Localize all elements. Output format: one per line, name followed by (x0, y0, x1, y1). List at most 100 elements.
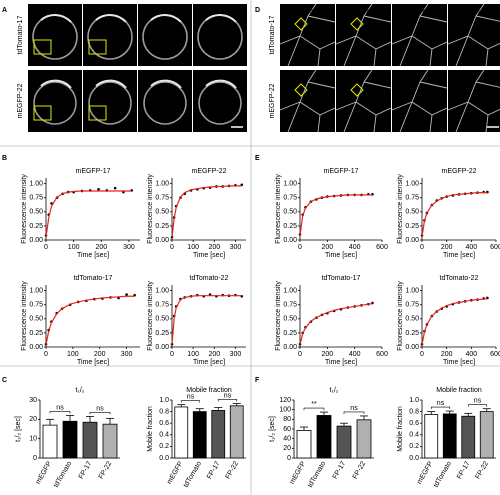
y-tick-label: 0.75 (155, 302, 169, 309)
filaments (447, 3, 500, 67)
y-tick-label: 1.0 (409, 397, 419, 404)
chart-title: mEGFP-22 (191, 168, 226, 175)
x-axis-label: Time [sec] (325, 359, 357, 366)
bleach-roi (88, 105, 107, 121)
column-header: Pre-bleach (291, 8, 325, 15)
y-tick-label: 0.25 (29, 330, 43, 337)
y-axis-label: Fluorescence intensity (21, 174, 28, 244)
x-tick-label: 100 (187, 351, 199, 358)
y-tick-label: 60 (283, 426, 291, 433)
comparison-bracket (49, 411, 71, 414)
bleach-roi (350, 17, 364, 31)
x-tick-label: 100 (187, 244, 199, 251)
y-tick-label: 0.75 (29, 302, 43, 309)
y-tick-label: 0.50 (29, 209, 43, 216)
x-tick-label: 200 (321, 351, 333, 358)
chart-title: mEGFP-17 (75, 168, 110, 175)
x-tick-label: 200 (94, 351, 106, 358)
y-tick-label: 20 (29, 416, 37, 423)
y-axis-label: Mobile fraction (147, 406, 154, 452)
panel-label: F (255, 377, 260, 384)
cell-bright (40, 79, 72, 89)
filaments (279, 3, 336, 67)
x-tick-label: 300 (230, 351, 242, 358)
cell-outline (33, 81, 77, 125)
x-tick-label: 0 (420, 351, 424, 358)
bleach-roi (33, 39, 52, 55)
y-tick-label: 0.00 (155, 344, 169, 351)
column-header: 527 sec (463, 8, 488, 15)
comparison-bracket (430, 406, 451, 410)
fit-line (421, 192, 488, 237)
x-axis-label: Time [sec] (193, 252, 225, 259)
x-tick-label: 0 (44, 244, 48, 251)
y-axis-label: Fluorescence intensity (397, 174, 404, 244)
bleach-roi (33, 105, 52, 121)
comparison-bracket (467, 404, 488, 407)
x-tick-label: 600 (376, 244, 388, 251)
comparison-bracket (343, 411, 365, 414)
chart-title: t₁/₂ (330, 387, 339, 394)
x-axis-label: Time [sec] (443, 359, 475, 366)
fit-line (299, 303, 373, 345)
y-tick-label: 0.4 (159, 432, 169, 439)
bar (211, 410, 226, 459)
significance-label: ns (56, 404, 64, 411)
y-tick-label: 100 (279, 407, 291, 414)
x-axis-label: Time [sec] (193, 359, 225, 366)
column-header: Bleach (99, 8, 121, 15)
panel-label: E (255, 155, 260, 162)
y-tick-label: 0.50 (283, 316, 297, 323)
cell-bright (95, 14, 127, 23)
bar (42, 424, 58, 459)
bar (192, 411, 207, 459)
y-tick-label: 0.25 (405, 223, 419, 230)
column-header: 250 sec (208, 8, 233, 15)
x-tick-label: 300 (123, 244, 135, 251)
cell-outline (198, 81, 242, 125)
x-tick-label: 200 (321, 244, 333, 251)
bar (62, 420, 78, 459)
x-axis-label: Time [sec] (325, 252, 357, 259)
y-tick-label: 1.00 (405, 287, 419, 294)
y-tick-label: 0.0 (159, 455, 169, 462)
chart-title: tdTomato-22 (440, 275, 479, 282)
y-tick-label: 0.50 (405, 209, 419, 216)
y-tick-label: 0.00 (155, 237, 169, 244)
cell-bright (205, 79, 237, 89)
significance-label: ns (187, 393, 195, 400)
micrograph (448, 70, 500, 132)
micrograph (448, 4, 500, 66)
y-tick-label: 0.75 (283, 195, 297, 202)
chart-title: t₁/₂ (76, 387, 85, 394)
y-tick-label: 0.75 (155, 195, 169, 202)
micrograph (280, 70, 335, 132)
y-tick-label: 0 (33, 455, 37, 462)
y-tick-label: 0.50 (155, 316, 169, 323)
bleach-roi (88, 39, 107, 55)
bar (479, 411, 494, 459)
x-tick-label: 200 (441, 244, 453, 251)
y-tick-label: 0.25 (283, 223, 297, 230)
bar (356, 419, 372, 459)
y-axis-label: t₁/₂ [sec] (15, 416, 22, 442)
micrograph (392, 70, 447, 132)
x-tick-label: 200 (95, 244, 107, 251)
data-point (97, 187, 100, 191)
y-tick-label: 0.00 (283, 344, 297, 351)
bar (316, 415, 332, 459)
y-tick-label: 0.4 (409, 432, 419, 439)
chart-title: mEGFP-22 (441, 168, 476, 175)
fit-line (45, 295, 135, 345)
x-tick-label: 0 (298, 244, 302, 251)
y-tick-label: 0.25 (283, 330, 297, 337)
fit-line (421, 297, 488, 345)
y-tick-label: 0.75 (283, 302, 297, 309)
filaments (447, 69, 500, 133)
y-tick-label: 80 (283, 416, 291, 423)
y-tick-label: 40 (283, 436, 291, 443)
data-point (125, 293, 128, 296)
comparison-bracket (217, 399, 238, 402)
y-tick-label: 0 (287, 455, 291, 462)
